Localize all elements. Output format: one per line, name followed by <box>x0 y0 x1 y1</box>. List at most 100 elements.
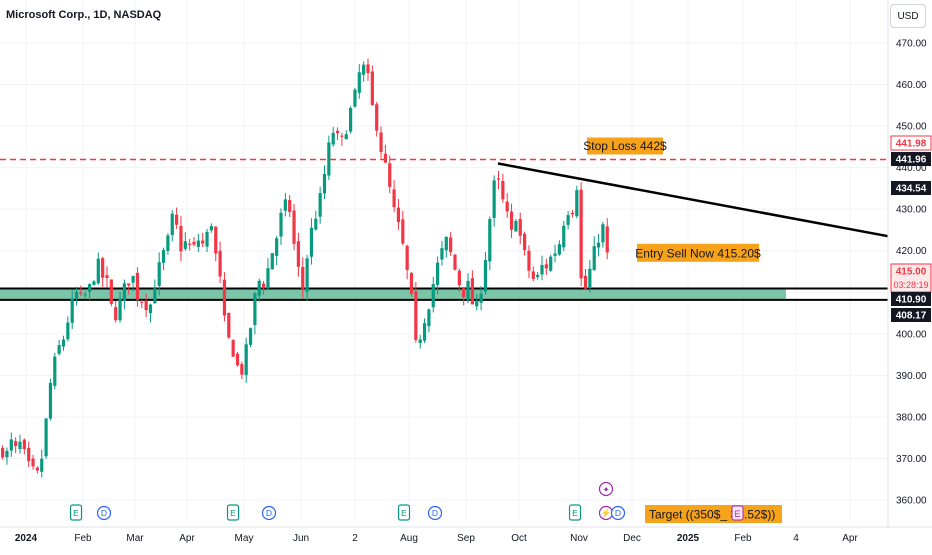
candle-down <box>288 200 292 213</box>
events-layer: E D E D E D E ⚡✦D <box>69 481 626 521</box>
symbol-title[interactable]: Microsoft Corp., 1D, NASDAQ <box>6 9 162 21</box>
event-earnings-icon[interactable]: E <box>568 504 582 521</box>
candle-up <box>248 328 253 345</box>
candle-down <box>292 210 296 244</box>
event-dividend-icon[interactable]: D <box>610 505 626 521</box>
candle-down <box>262 283 266 289</box>
candle-down <box>222 279 227 316</box>
time-tick-label: May <box>235 533 254 544</box>
candle-down <box>449 237 453 253</box>
target-label-suffix: .52$)) <box>744 508 775 522</box>
candle-up <box>270 253 274 270</box>
event-earnings-icon[interactable]: E <box>226 504 240 521</box>
candle-down <box>301 266 305 289</box>
price-tick-label: 420.00 <box>896 246 927 257</box>
event-letter: D <box>615 508 621 518</box>
candle-down <box>179 226 183 252</box>
candle-up <box>575 190 579 217</box>
candle-down <box>396 207 401 223</box>
candle-up <box>440 248 444 260</box>
candle-down <box>462 288 466 298</box>
event-dividend-icon[interactable]: D <box>427 505 443 521</box>
price-tick-label: 400.00 <box>896 329 927 340</box>
candle-up <box>357 72 361 93</box>
candle-up <box>318 193 322 217</box>
candle-up <box>205 231 209 247</box>
price-badge-text: 441.98 <box>896 139 927 150</box>
price-axis[interactable]: 360.00370.00380.00390.00400.00410.00420.… <box>887 0 927 527</box>
candle-down <box>523 233 527 251</box>
candle-down <box>192 241 196 245</box>
candle-down <box>414 291 418 340</box>
candle-down <box>383 153 387 163</box>
dividend-badge <box>610 505 626 521</box>
candle-down <box>144 300 148 311</box>
event-letter: E <box>73 508 79 518</box>
candle-down <box>235 353 240 366</box>
candle-up <box>266 268 270 289</box>
event-letter: D <box>432 508 438 518</box>
price-tick-label: 390.00 <box>896 371 927 382</box>
candles-layer <box>1 58 609 478</box>
candle-down <box>27 447 31 462</box>
candle-up <box>157 262 161 286</box>
trendline <box>497 162 889 238</box>
time-tick-label: 2025 <box>677 533 700 544</box>
event-dividend-icon[interactable]: D <box>96 505 112 521</box>
event-letter: E <box>230 508 236 518</box>
candle-up <box>9 439 13 451</box>
time-tick-label: Nov <box>570 533 588 544</box>
event-dividend-icon[interactable]: D <box>261 505 277 521</box>
price-badges: 441.98 441.96 434.54 415.00 03:28:19 410.90 40… <box>890 135 932 322</box>
price-tick-label: 430.00 <box>896 205 927 216</box>
entry-label-bg <box>637 243 759 262</box>
candle-down <box>570 212 575 215</box>
event-earnings-icon[interactable]: E <box>397 504 411 521</box>
price-badge: 434.54 <box>891 181 931 195</box>
candle-down <box>218 250 222 277</box>
candle-down <box>366 64 370 74</box>
time-tick-label: Mar <box>126 533 144 544</box>
price-tick-label: 460.00 <box>896 80 927 91</box>
event-letter: E <box>572 508 578 518</box>
candle-up <box>327 142 331 176</box>
candle-down <box>388 163 392 187</box>
candle-up <box>5 450 9 458</box>
event-earnings-icon[interactable]: E <box>69 504 83 521</box>
stop-loss-label-text: Stop Loss 442$ <box>583 139 667 153</box>
price-tick-label: 380.00 <box>896 412 927 423</box>
price-tick-label: 360.00 <box>896 496 927 507</box>
candle-down <box>296 241 300 267</box>
candle-up <box>314 218 318 230</box>
candle-up <box>331 132 335 145</box>
candle-down <box>175 214 179 225</box>
candle-up <box>344 134 348 140</box>
support-zone-layer <box>0 287 888 301</box>
candle-up <box>96 258 100 284</box>
candle-down <box>227 312 231 338</box>
candle-up <box>422 323 427 341</box>
dividend-badge <box>261 505 277 521</box>
event-letter-top: ✦ <box>602 485 610 495</box>
candle-up <box>70 298 74 323</box>
candle-down <box>409 272 414 294</box>
candle-up <box>283 199 287 211</box>
candle-down <box>14 441 18 447</box>
candle-down <box>240 364 244 375</box>
currency-button[interactable]: USD <box>890 4 926 28</box>
price-badge: 441.98 <box>890 135 932 151</box>
time-axis[interactable]: 2024 Feb Mar Apr May Jun 2 Aug Sep Oct Nov Dec 2025 F… <box>0 526 932 544</box>
event-split-icon[interactable]: ⚡✦ <box>598 481 614 521</box>
candle-down <box>135 272 140 300</box>
candle-down <box>79 292 83 294</box>
earnings-badge <box>69 504 83 521</box>
candle-down <box>109 279 113 304</box>
target-label-bg <box>645 505 782 523</box>
candle-up <box>92 281 96 285</box>
candle-down <box>35 467 39 471</box>
target-label: Target ((350$_ 3E .52$)) <box>645 505 782 523</box>
candle-up <box>253 293 257 326</box>
price-badge: 410.90 <box>891 292 931 306</box>
